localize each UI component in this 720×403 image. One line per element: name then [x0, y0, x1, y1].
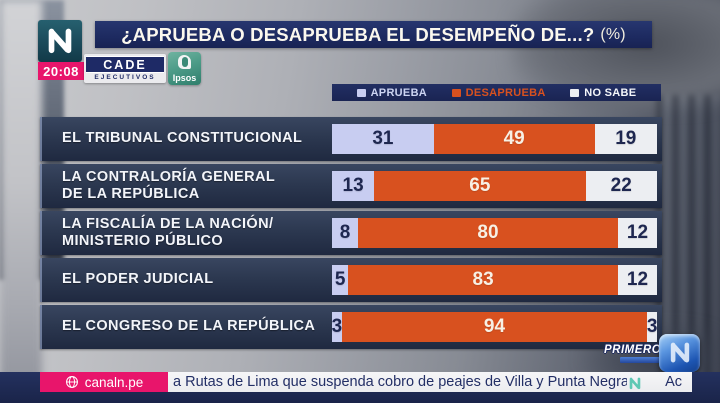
website-url: canaln.pe [84, 374, 144, 390]
bar-desaprueba: 80 [358, 218, 618, 248]
chart-row-congreso: EL CONGRESO DE LA REPÚBLICA 3 94 3 [40, 305, 662, 349]
ipsos-head-icon [178, 55, 191, 69]
bar-desaprueba: 83 [348, 265, 618, 295]
bar-no-sabe: 3 [647, 312, 657, 342]
bar-aprueba: 8 [332, 218, 358, 248]
legend-item-aprueba: APRUEBA [356, 86, 428, 99]
bar-aprueba: 3 [332, 312, 342, 342]
bar-desaprueba: 49 [433, 124, 595, 154]
website-badge: canaln.pe [40, 372, 168, 392]
bar-aprueba: 13 [332, 171, 375, 201]
legend-swatch-aprueba-icon [356, 88, 366, 97]
headline-text: ¿APRUEBA O DESAPRUEBA EL DESEMPEÑO DE...… [121, 23, 595, 45]
ipsos-logo: Ipsos [168, 52, 201, 85]
row-label: EL CONGRESO DE LA REPÚBLICA [62, 318, 316, 335]
bar-desaprueba: 65 [374, 171, 586, 201]
ipsos-wordmark: Ipsos [172, 73, 197, 83]
row-label: LA FISCALÍA DE LA NACIÓN/MINISTERIO PÚBL… [62, 215, 274, 249]
legend-item-no-sabe: NO SABE [570, 87, 636, 99]
chart-row-contraloria: LA CONTRALORÍA GENERAL DE LA REPÚBLICA 13… [40, 164, 662, 208]
chart-row-poder-judicial: EL PODER JUDICIAL 5 83 12 [40, 258, 662, 302]
row-bars: 13 65 22 [332, 171, 657, 201]
legend-swatch-no-sabe-icon [570, 88, 580, 97]
headline-unit: (%) [600, 25, 626, 43]
ticker-next-headline: Ac [665, 374, 682, 390]
row-label: LA CONTRALORÍA GENERAL DE LA REPÚBLICA [62, 168, 276, 202]
cade-logo: CADE EJECUTIVOS [84, 54, 166, 83]
row-bars: 5 83 12 [332, 265, 657, 295]
chart-row-tribunal-constitucional: EL TRIBUNAL CONSTITUCIONAL 31 49 19 [40, 117, 662, 161]
globe-icon [65, 375, 79, 389]
row-label: EL TRIBUNAL CONSTITUCIONAL [62, 130, 303, 147]
canal-n-3d-logo [659, 334, 700, 372]
canal-n-logo [38, 20, 82, 62]
clock-badge: 20:08 [38, 62, 84, 80]
row-bars: 3 94 3 [332, 312, 657, 342]
bar-no-sabe: 22 [585, 171, 657, 201]
canal-n-icon [668, 338, 692, 369]
canal-n-icon [45, 23, 75, 60]
cade-wordmark: CADE [86, 56, 164, 73]
bar-no-sabe: 19 [594, 124, 657, 154]
legend-label: NO SABE [584, 86, 637, 99]
legend-item-desaprueba: DESAPRUEBA [451, 86, 546, 99]
primero-subtitle-strip [620, 357, 662, 363]
row-bars: 8 80 12 [332, 218, 657, 248]
ticker-canal-n-icon [627, 375, 643, 390]
bar-no-sabe: 12 [618, 218, 657, 248]
row-label: EL PODER JUDICIAL [62, 271, 214, 288]
background-left-light [0, 0, 42, 403]
legend-label: APRUEBA [370, 86, 428, 99]
bar-desaprueba: 94 [341, 312, 648, 342]
legend-swatch-desaprueba-icon [451, 88, 461, 97]
headline-bar: ¿APRUEBA O DESAPRUEBA EL DESEMPEÑO DE...… [95, 21, 652, 48]
bar-aprueba: 31 [332, 124, 434, 154]
stacked-bar-chart: EL TRIBUNAL CONSTITUCIONAL 31 49 19 LA C… [40, 117, 662, 352]
row-bars: 31 49 19 [332, 124, 657, 154]
bar-no-sabe: 12 [618, 265, 657, 295]
primero-wordmark: PRIMERO [604, 344, 662, 356]
bar-aprueba: 5 [332, 265, 349, 295]
chart-row-fiscalia: LA FISCALÍA DE LA NACIÓN/MINISTERIO PÚBL… [40, 211, 662, 255]
news-ticker: a Rutas de Lima que suspenda cobro de pe… [168, 372, 692, 392]
legend-label: DESAPRUEBA [465, 86, 546, 99]
cade-subtitle: EJECUTIVOS [94, 74, 156, 81]
ticker-headline: a Rutas de Lima que suspenda cobro de pe… [173, 374, 628, 390]
chart-legend: APRUEBA DESAPRUEBA NO SABE [332, 84, 661, 101]
